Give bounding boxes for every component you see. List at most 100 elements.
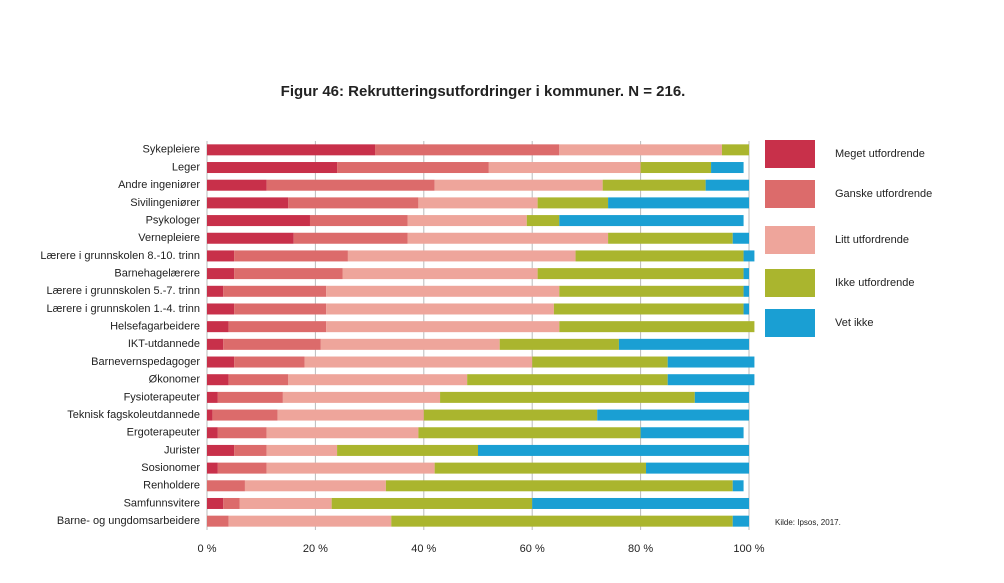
bar-segment: [418, 197, 538, 209]
bar-segment: [391, 515, 733, 527]
bar-segment: [537, 197, 609, 209]
source: Kilde: Ipsos, 2017.: [775, 518, 841, 527]
bar-segment: [467, 374, 668, 386]
bar-segment: [575, 250, 744, 262]
x-tick-label: 100 %: [733, 543, 764, 555]
bar-segment: [640, 427, 744, 439]
bar-segment: [207, 462, 218, 474]
bar-segment: [418, 427, 641, 439]
bar-segment: [337, 162, 489, 174]
y-tick-label: Renholdere: [143, 480, 200, 492]
bar-segment: [282, 391, 441, 403]
bar-segment: [385, 480, 733, 492]
bar-segment: [608, 197, 749, 209]
bar-segment: [347, 250, 576, 262]
bar-segment: [207, 338, 224, 350]
bar-segment: [526, 215, 560, 227]
bar-segment: [207, 427, 218, 439]
bar-segment: [217, 427, 267, 439]
bar-segment: [743, 268, 749, 280]
bar-segment: [478, 444, 749, 456]
bar-segment: [646, 462, 749, 474]
bar-segment: [326, 303, 554, 315]
y-tick-label: IKT-utdannede: [128, 338, 200, 350]
bar-segment: [407, 232, 609, 244]
bar-segment: [559, 144, 722, 156]
bar-segment: [266, 462, 435, 474]
bar-segment: [331, 497, 533, 509]
bar-segment: [266, 427, 419, 439]
legend-label: Meget utfordrende: [835, 148, 925, 160]
bar-segment: [407, 215, 527, 227]
y-tick-label: Barne- og ungdomsarbeidere: [57, 515, 200, 527]
bar-segment: [266, 444, 338, 456]
bar-segment: [207, 250, 235, 262]
bar-segment: [266, 179, 435, 191]
bar-segment: [293, 232, 408, 244]
bar-segment: [234, 268, 343, 280]
bar-segment: [223, 338, 321, 350]
bar-segment: [434, 179, 603, 191]
x-tick-label: 0 %: [198, 543, 217, 555]
bar-segment: [597, 409, 749, 421]
bar-segment: [711, 162, 744, 174]
bar-segment: [207, 285, 224, 297]
bar-segment: [234, 444, 267, 456]
bar-segment: [212, 409, 278, 421]
bar-segment: [207, 197, 289, 209]
bar-segment: [207, 321, 229, 333]
bar-segment: [721, 144, 749, 156]
bar-segment: [320, 338, 500, 350]
legend-label: Litt utfordrende: [835, 234, 909, 246]
bar-segment: [667, 356, 755, 368]
bar-segment: [207, 480, 245, 492]
bar-segment: [440, 391, 695, 403]
bar-segment: [228, 515, 392, 527]
bar-segment: [207, 162, 338, 174]
bar-segment: [223, 285, 327, 297]
bar-segment: [342, 268, 538, 280]
bar-segment: [326, 321, 560, 333]
bar-segment: [228, 321, 327, 333]
bar-segment: [553, 303, 744, 315]
y-tick-label: Psykologer: [146, 214, 201, 226]
bar-segment: [234, 356, 305, 368]
y-tick-label: Sosionomer: [141, 462, 200, 474]
bar-segment: [732, 480, 744, 492]
bar-segment: [499, 338, 619, 350]
y-tick-label: Lærere i grunnskolen 5.-7. trinn: [47, 285, 200, 297]
bar-segment: [743, 285, 749, 297]
bar-segment: [532, 497, 749, 509]
bar-segment: [694, 391, 749, 403]
bar-segment: [239, 497, 332, 509]
legend-swatch: [765, 269, 815, 297]
y-tick-label: Sivilingeniører: [130, 197, 200, 209]
y-tick-label: Fysioterapeuter: [124, 391, 201, 403]
bar-segment: [559, 285, 744, 297]
x-tick-label: 80 %: [628, 543, 653, 555]
y-tick-label: Leger: [172, 161, 200, 173]
y-tick-label: Lærere i grunnskolen 8.-10. trinn: [40, 250, 200, 262]
bar-segment: [743, 303, 749, 315]
bar-segment: [618, 338, 749, 350]
bar-segment: [309, 215, 408, 227]
bar-segment: [277, 409, 424, 421]
bar-segment: [207, 215, 310, 227]
bar-segment: [207, 268, 235, 280]
bar-segment: [640, 162, 712, 174]
y-tick-label: Teknisk fagskoleutdannede: [67, 409, 200, 421]
bar-segment: [423, 409, 598, 421]
bar-segment: [207, 232, 294, 244]
bar-segment: [304, 356, 533, 368]
bar-segment: [207, 409, 213, 421]
bar-segment: [207, 303, 235, 315]
legend-label: Ikke utfordrende: [835, 277, 915, 289]
legend-label: Vet ikke: [835, 317, 874, 329]
legend-swatch: [765, 309, 815, 337]
y-tick-label: Vernepleiere: [138, 232, 200, 244]
bar-segment: [532, 356, 668, 368]
bar-segment: [434, 462, 647, 474]
bar-segment: [326, 285, 560, 297]
bar-segment: [207, 497, 224, 509]
